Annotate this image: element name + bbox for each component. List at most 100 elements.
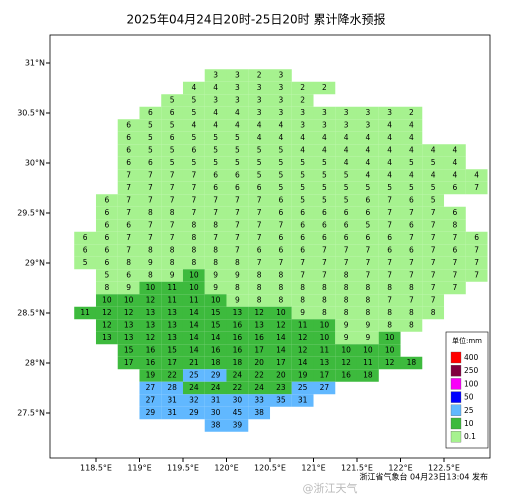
rain-cell <box>161 369 184 382</box>
rain-cell <box>139 369 162 382</box>
rain-value: 5 <box>344 171 349 180</box>
rain-cell <box>182 169 205 182</box>
rain-cell <box>356 156 379 170</box>
rain-value: 24 <box>254 383 264 392</box>
rain-cell <box>117 169 140 182</box>
rain-value: 5 <box>191 96 196 105</box>
rain-cell <box>248 219 271 232</box>
rain-value: 4 <box>474 171 479 180</box>
rain-value: 4 <box>409 133 414 142</box>
rain-value: 5 <box>170 121 175 130</box>
rain-cell <box>248 356 271 370</box>
rain-value: 7 <box>409 233 414 242</box>
rain-value: 7 <box>431 221 436 230</box>
rain-cell <box>204 156 227 170</box>
rain-cell <box>291 131 314 145</box>
rain-value: 6 <box>126 121 131 130</box>
rain-cell <box>204 256 227 270</box>
rain-cell <box>422 294 445 307</box>
rain-cell <box>226 294 249 307</box>
rain-cell <box>182 94 205 107</box>
rain-cell <box>378 294 401 307</box>
rain-value: 6 <box>126 271 131 280</box>
rain-cell <box>378 206 401 220</box>
rain-cell <box>400 219 423 232</box>
rain-cell <box>95 231 118 245</box>
rain-value: 4 <box>452 146 457 155</box>
legend-swatch <box>450 365 462 377</box>
rain-value: 30 <box>233 396 243 405</box>
rain-value: 5 <box>213 133 218 142</box>
rain-value: 5 <box>213 146 218 155</box>
rain-value: 4 <box>322 146 327 155</box>
rain-cell <box>378 256 401 270</box>
rain-value: 7 <box>235 246 240 255</box>
rain-value: 2 <box>257 71 262 80</box>
rain-value: 5 <box>191 108 196 117</box>
rain-value: 4 <box>409 146 414 155</box>
rain-cell <box>291 369 314 382</box>
rain-value: 5 <box>148 146 153 155</box>
rain-value: 29 <box>189 408 199 417</box>
rain-cell <box>182 231 205 245</box>
rain-value: 14 <box>189 346 199 355</box>
rain-value: 8 <box>300 296 305 305</box>
rain-value: 7 <box>474 183 479 192</box>
rain-cell <box>313 256 336 270</box>
rain-value: 12 <box>341 358 351 367</box>
rain-value: 6 <box>300 246 305 255</box>
footer: 浙江省气象台 04月23日13:04 发布 <box>360 472 489 482</box>
rain-cell <box>226 419 249 432</box>
rain-value: 13 <box>254 321 264 330</box>
rain-cell <box>356 331 379 345</box>
rain-cell <box>422 169 445 182</box>
rain-value: 8 <box>322 283 327 292</box>
rain-cell <box>313 206 336 220</box>
rain-cell <box>335 306 358 320</box>
rain-cell <box>422 306 445 320</box>
legend-swatch <box>450 351 462 364</box>
rain-cell <box>313 319 336 332</box>
rain-cell <box>226 219 249 232</box>
rain-cell <box>139 381 162 395</box>
rain-cell <box>248 331 271 345</box>
rain-cell <box>161 231 184 245</box>
rain-value: 7 <box>431 208 436 217</box>
rain-cell <box>356 356 379 370</box>
rain-value: 6 <box>126 146 131 155</box>
rain-cell <box>248 206 271 220</box>
rain-cell <box>248 319 271 332</box>
rain-cell <box>117 244 140 257</box>
x-tick-label: 120.5°E <box>254 464 286 473</box>
rain-cell <box>139 344 162 357</box>
rain-cell <box>422 269 445 282</box>
rain-value: 7 <box>235 221 240 230</box>
rain-cell <box>313 131 336 145</box>
rain-value: 5 <box>409 183 414 192</box>
rain-value: 6 <box>278 196 283 205</box>
rain-value: 4 <box>452 158 457 167</box>
rain-value: 7 <box>431 258 436 267</box>
rain-cell <box>443 156 466 170</box>
rain-cell <box>400 144 423 157</box>
rain-value: 6 <box>322 233 327 242</box>
rain-cell <box>95 194 118 207</box>
rain-cell <box>269 106 292 120</box>
rain-cell <box>335 294 358 307</box>
rain-cell <box>139 194 162 207</box>
rain-cell <box>95 281 118 295</box>
rain-cell <box>248 381 271 395</box>
rain-cell <box>269 156 292 170</box>
rain-cell <box>291 331 314 345</box>
rain-value: 4 <box>365 146 370 155</box>
rain-value: 12 <box>102 308 112 317</box>
rain-value: 4 <box>387 158 392 167</box>
rain-value: 6 <box>409 246 414 255</box>
rain-value: 6 <box>300 233 305 242</box>
rain-cell <box>313 244 336 257</box>
rain-cell <box>269 119 292 132</box>
rain-cell <box>335 281 358 295</box>
rain-cell <box>465 181 488 195</box>
rain-value: 8 <box>278 271 283 280</box>
rain-cell <box>356 306 379 320</box>
